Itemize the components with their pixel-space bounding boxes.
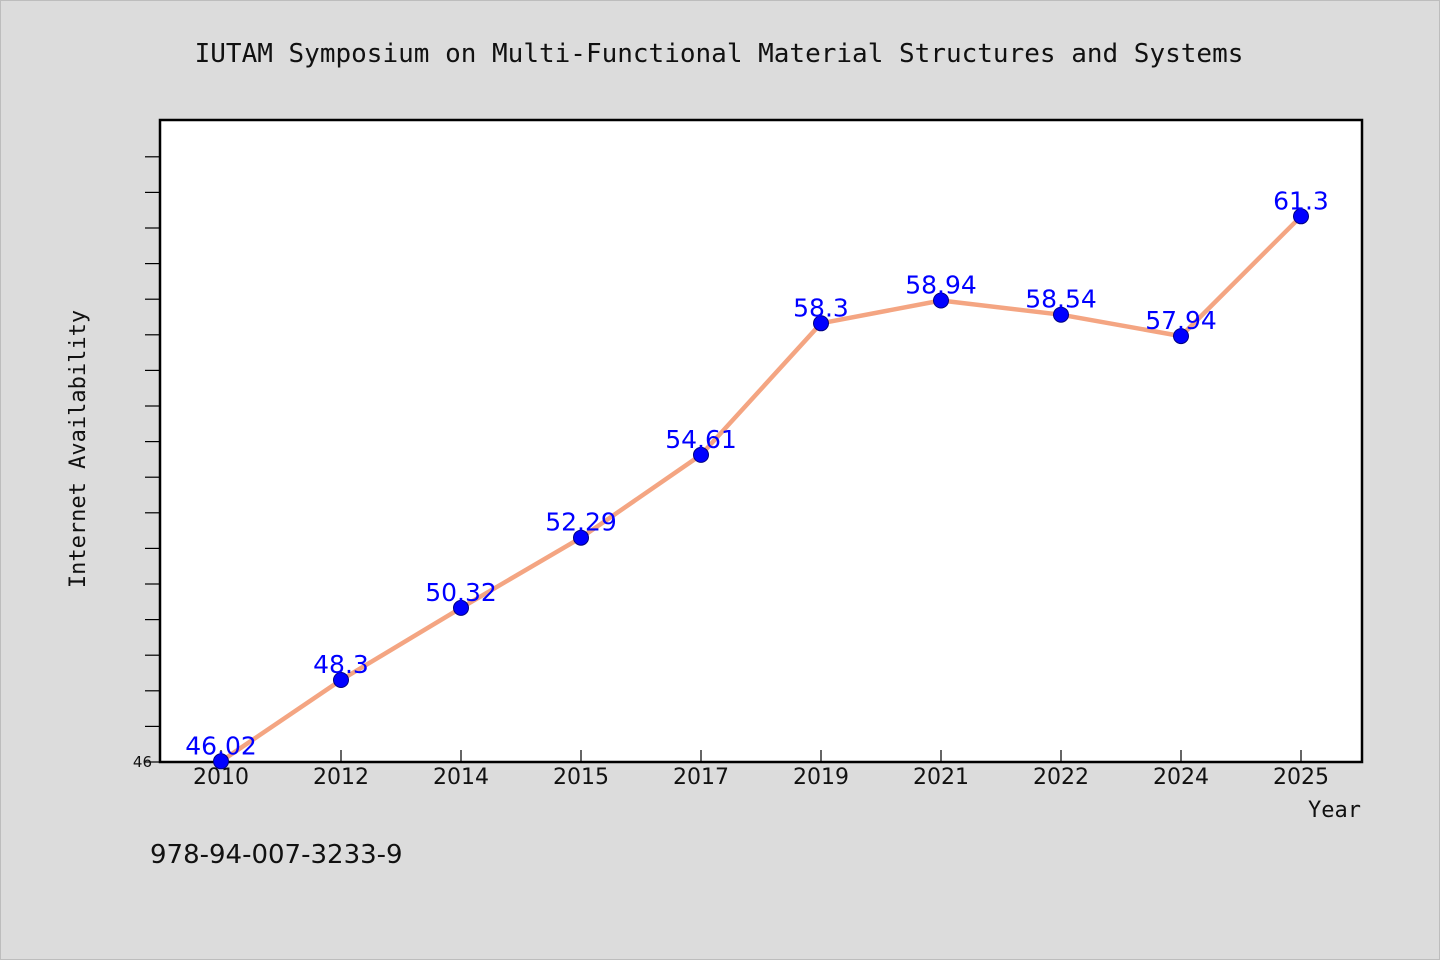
data-point <box>333 672 349 688</box>
x-tick-label: 2015 <box>553 765 609 790</box>
plot-area <box>158 118 1364 764</box>
data-label: 61.3 <box>1273 186 1329 215</box>
y-axis-ticks <box>145 156 160 763</box>
data-label: 58.94 <box>905 271 977 300</box>
data-point <box>213 753 229 770</box>
x-tick-label: 2021 <box>913 765 969 790</box>
data-label: 58.54 <box>1025 285 1097 314</box>
data-label: 46.02 <box>185 731 257 760</box>
y-tick-label: 46 <box>133 753 152 771</box>
data-label: 48.3 <box>313 650 369 679</box>
data-label: 52.29 <box>545 508 617 537</box>
data-point <box>1053 306 1069 323</box>
series-markers <box>213 208 1309 770</box>
data-label: 50.32 <box>425 578 497 607</box>
x-axis-label: Year <box>1308 798 1361 823</box>
x-tick-label: 2014 <box>433 765 489 790</box>
data-label: 58.3 <box>793 293 849 322</box>
x-axis-tick-labels: 2010 2012 2014 2015 2017 2019 2021 2022 2024 2025 <box>193 765 1329 790</box>
data-point <box>1293 208 1309 225</box>
x-tick-label: 2024 <box>1153 765 1209 790</box>
data-point <box>1173 328 1189 345</box>
x-tick-label: 2022 <box>1033 765 1089 790</box>
chart-title: IUTAM Symposium on Multi-Functional Mate… <box>195 39 1244 69</box>
series-line <box>218 214 1304 764</box>
x-tick-label: 2025 <box>1273 765 1329 790</box>
data-point <box>453 599 469 616</box>
data-labels: 46.02 48.3 50.32 52.29 54.61 58.3 58.94 58.54 57… <box>185 186 1329 760</box>
y-axis-label: Internet Availability <box>66 310 91 588</box>
data-point <box>693 446 709 463</box>
isbn-footer: 978-94-007-3233-9 <box>150 840 403 870</box>
x-tick-label: 2019 <box>793 765 849 790</box>
data-point <box>573 529 589 546</box>
data-point <box>933 292 949 309</box>
x-tick-label: 2012 <box>313 765 369 790</box>
data-label: 57.94 <box>1145 306 1217 335</box>
y-axis-tick-labels: 46 <box>133 753 152 771</box>
data-label: 54.61 <box>665 425 737 454</box>
x-tick-label: 2017 <box>673 765 729 790</box>
data-point <box>813 315 829 332</box>
